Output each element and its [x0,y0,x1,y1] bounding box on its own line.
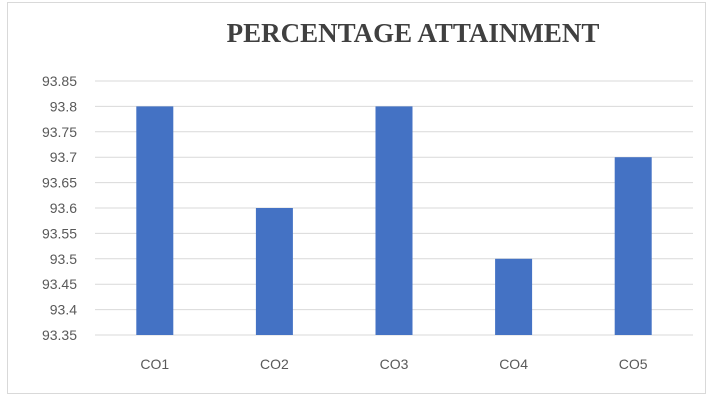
chart-frame [7,2,706,394]
chart-title: PERCENTAGE ATTAINMENT [226,18,600,48]
y-tick-label: 93.45 [42,276,77,292]
y-tick-label: 93.75 [42,124,77,140]
bar-co4 [495,258,533,335]
bar-co5 [614,157,652,335]
x-axis-ticks: CO1 CO2 CO3 CO4 CO5 [140,356,647,372]
bar-co3 [375,106,413,336]
y-tick-label: 93.55 [42,225,77,241]
bars [136,106,652,336]
y-tick-label: 93.4 [50,302,77,318]
y-tick-label: 93.8 [50,98,77,114]
x-tick-label: CO3 [380,356,409,372]
bar-co2 [255,208,293,335]
x-tick-label: CO5 [619,356,648,372]
y-tick-label: 93.5 [50,251,77,267]
x-tick-label: CO2 [260,356,289,372]
bar-co1 [136,106,174,336]
y-tick-label: 93.85 [42,73,77,89]
y-tick-label: 93.7 [50,149,77,165]
y-tick-label: 93.65 [42,175,77,191]
y-axis-ticks: 93.85 93.8 93.75 93.7 93.65 93.6 93.55 93.5 93.4… [42,73,77,343]
x-tick-label: CO4 [499,356,528,372]
y-tick-label: 93.35 [42,327,77,343]
y-tick-label: 93.6 [50,200,77,216]
x-tick-label: CO1 [140,356,169,372]
